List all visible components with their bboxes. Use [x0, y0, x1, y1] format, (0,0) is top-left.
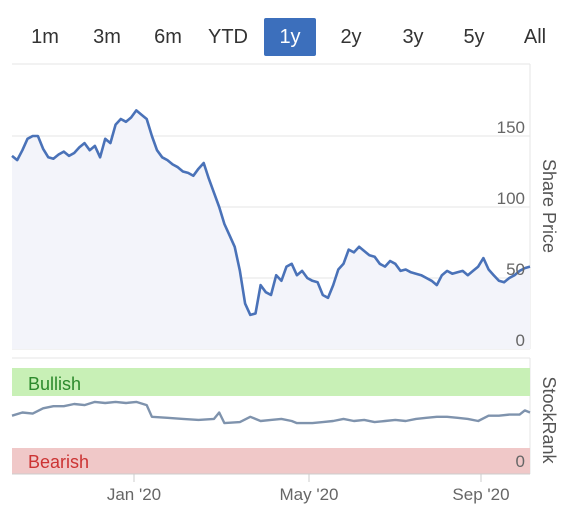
price-area — [12, 110, 530, 350]
range-tab-3y[interactable]: 3y — [402, 26, 424, 48]
stockrank-axis-label: StockRank — [539, 376, 559, 464]
range-tab-1y[interactable]: 1y — [264, 18, 316, 56]
x-tick-label-may: May '20 — [280, 485, 339, 504]
x-tick-label-jan: Jan '20 — [107, 485, 161, 504]
stockrank-line — [11, 400, 531, 425]
price-panel: 150 100 50 0 Share Price — [11, 63, 559, 350]
price-tick-0: 0 — [516, 331, 525, 350]
range-tab-3m[interactable]: 3m — [93, 26, 121, 48]
bearish-label: Bearish — [28, 452, 89, 472]
price-tick-50: 50 — [506, 260, 525, 279]
range-selector: 1m 3m 6m YTD 1y 2y 3y 5y All — [0, 18, 568, 58]
bullish-band — [12, 368, 530, 396]
price-line — [11, 109, 531, 317]
range-tab-5y[interactable]: 5y — [463, 26, 485, 48]
range-tab-2y[interactable]: 2y — [340, 26, 362, 48]
stockrank-tick-0: 0 — [516, 452, 525, 471]
price-tick-100: 100 — [497, 189, 525, 208]
price-axis-label: Share Price — [539, 159, 559, 253]
x-tick-label-sep: Sep '20 — [452, 485, 509, 504]
range-tab-1m[interactable]: 1m — [31, 26, 59, 48]
range-tab-ytd[interactable]: YTD — [208, 26, 248, 48]
bullish-label: Bullish — [28, 374, 81, 394]
range-tab-all[interactable]: All — [523, 26, 547, 48]
range-tab-6m[interactable]: 6m — [154, 26, 182, 48]
bearish-band — [12, 448, 530, 474]
price-tick-150: 150 — [497, 118, 525, 137]
x-axis: Jan '20 May '20 Sep '20 — [12, 473, 530, 504]
stockrank-panel: Bullish Bearish 0 StockRank — [11, 357, 559, 474]
